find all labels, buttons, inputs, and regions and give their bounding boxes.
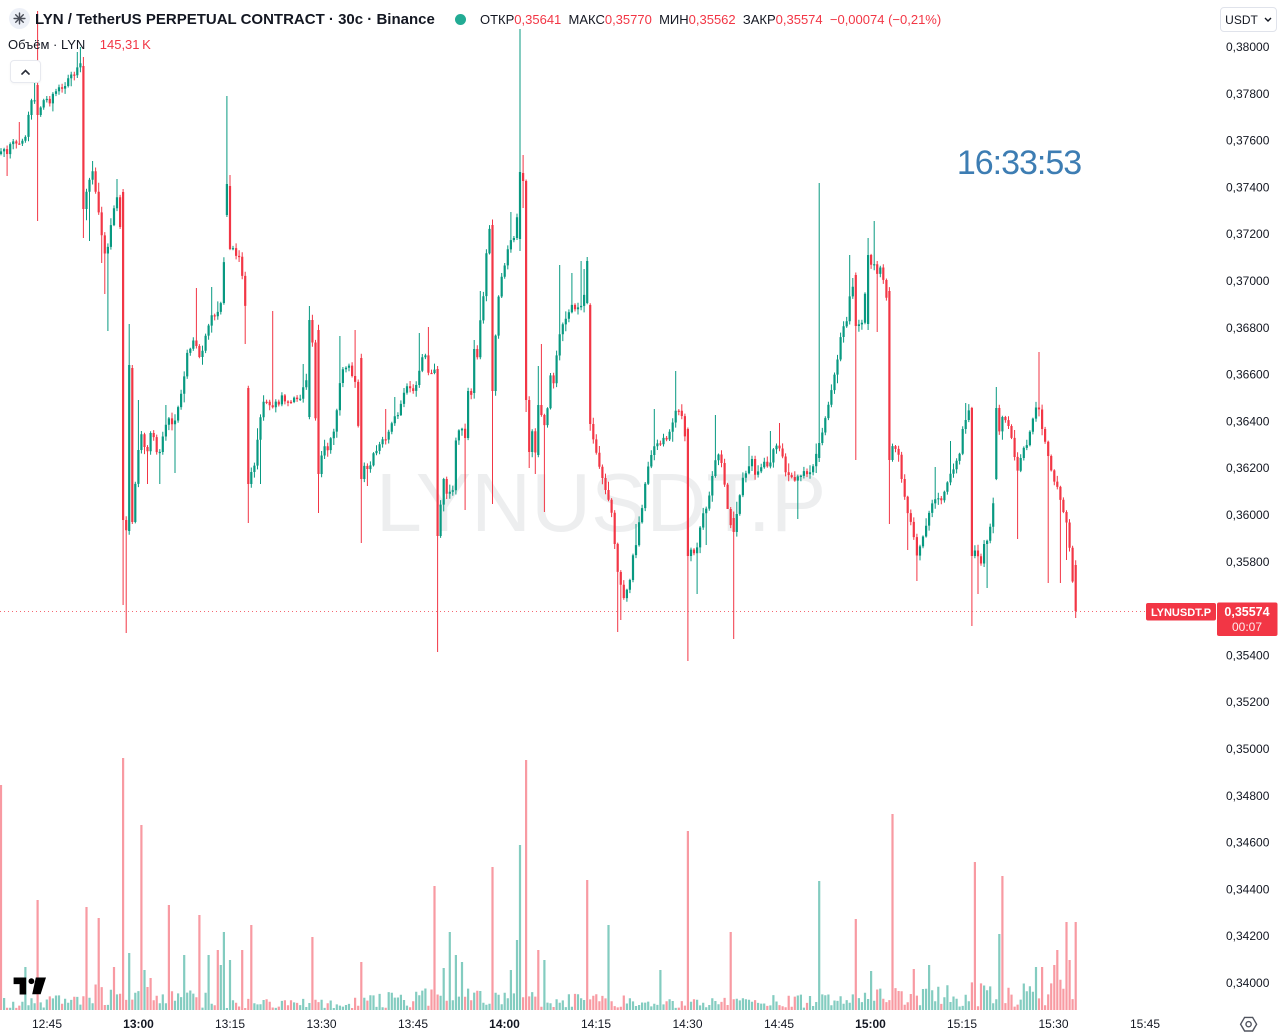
svg-text:12:45: 12:45 (32, 1017, 62, 1031)
svg-text:13:30: 13:30 (306, 1017, 336, 1031)
svg-text:0,36200: 0,36200 (1226, 461, 1270, 475)
svg-text:14:30: 14:30 (672, 1017, 702, 1031)
svg-text:LYNUSDT.P: LYNUSDT.P (1151, 607, 1211, 619)
svg-text:0,38000: 0,38000 (1226, 40, 1270, 54)
svg-text:0,37200: 0,37200 (1226, 227, 1270, 241)
svg-text:13:45: 13:45 (398, 1017, 428, 1031)
svg-text:13:00: 13:00 (123, 1017, 154, 1031)
svg-text:0,35200: 0,35200 (1226, 695, 1270, 709)
svg-text:14:15: 14:15 (581, 1017, 611, 1031)
svg-text:00:07: 00:07 (1232, 620, 1262, 634)
svg-text:0,37000: 0,37000 (1226, 274, 1270, 288)
svg-text:15:00: 15:00 (855, 1017, 886, 1031)
svg-text:0,36600: 0,36600 (1226, 368, 1270, 382)
svg-text:15:15: 15:15 (947, 1017, 977, 1031)
svg-text:15:45: 15:45 (1130, 1017, 1160, 1031)
svg-text:0,36800: 0,36800 (1226, 321, 1270, 335)
svg-text:0,35574: 0,35574 (1224, 605, 1269, 619)
svg-text:LYNUSDT.P: LYNUSDT.P (376, 456, 826, 549)
svg-text:0,34600: 0,34600 (1226, 836, 1270, 850)
svg-text:0,34000: 0,34000 (1226, 976, 1270, 990)
svg-text:14:45: 14:45 (764, 1017, 794, 1031)
svg-text:0,35800: 0,35800 (1226, 555, 1270, 569)
svg-text:0,34400: 0,34400 (1226, 882, 1270, 896)
svg-text:0,36000: 0,36000 (1226, 508, 1270, 522)
svg-text:0,35000: 0,35000 (1226, 742, 1270, 756)
svg-text:0,36400: 0,36400 (1226, 414, 1270, 428)
svg-text:0,37600: 0,37600 (1226, 134, 1270, 148)
svg-text:16:33:53: 16:33:53 (957, 144, 1081, 182)
svg-text:0,34800: 0,34800 (1226, 789, 1270, 803)
svg-text:13:15: 13:15 (215, 1017, 245, 1031)
svg-text:14:00: 14:00 (489, 1017, 520, 1031)
svg-text:0,35400: 0,35400 (1226, 648, 1270, 662)
svg-text:15:30: 15:30 (1038, 1017, 1068, 1031)
svg-text:0,37800: 0,37800 (1226, 87, 1270, 101)
svg-text:0,34200: 0,34200 (1226, 929, 1270, 943)
svg-text:0,37400: 0,37400 (1226, 180, 1270, 194)
